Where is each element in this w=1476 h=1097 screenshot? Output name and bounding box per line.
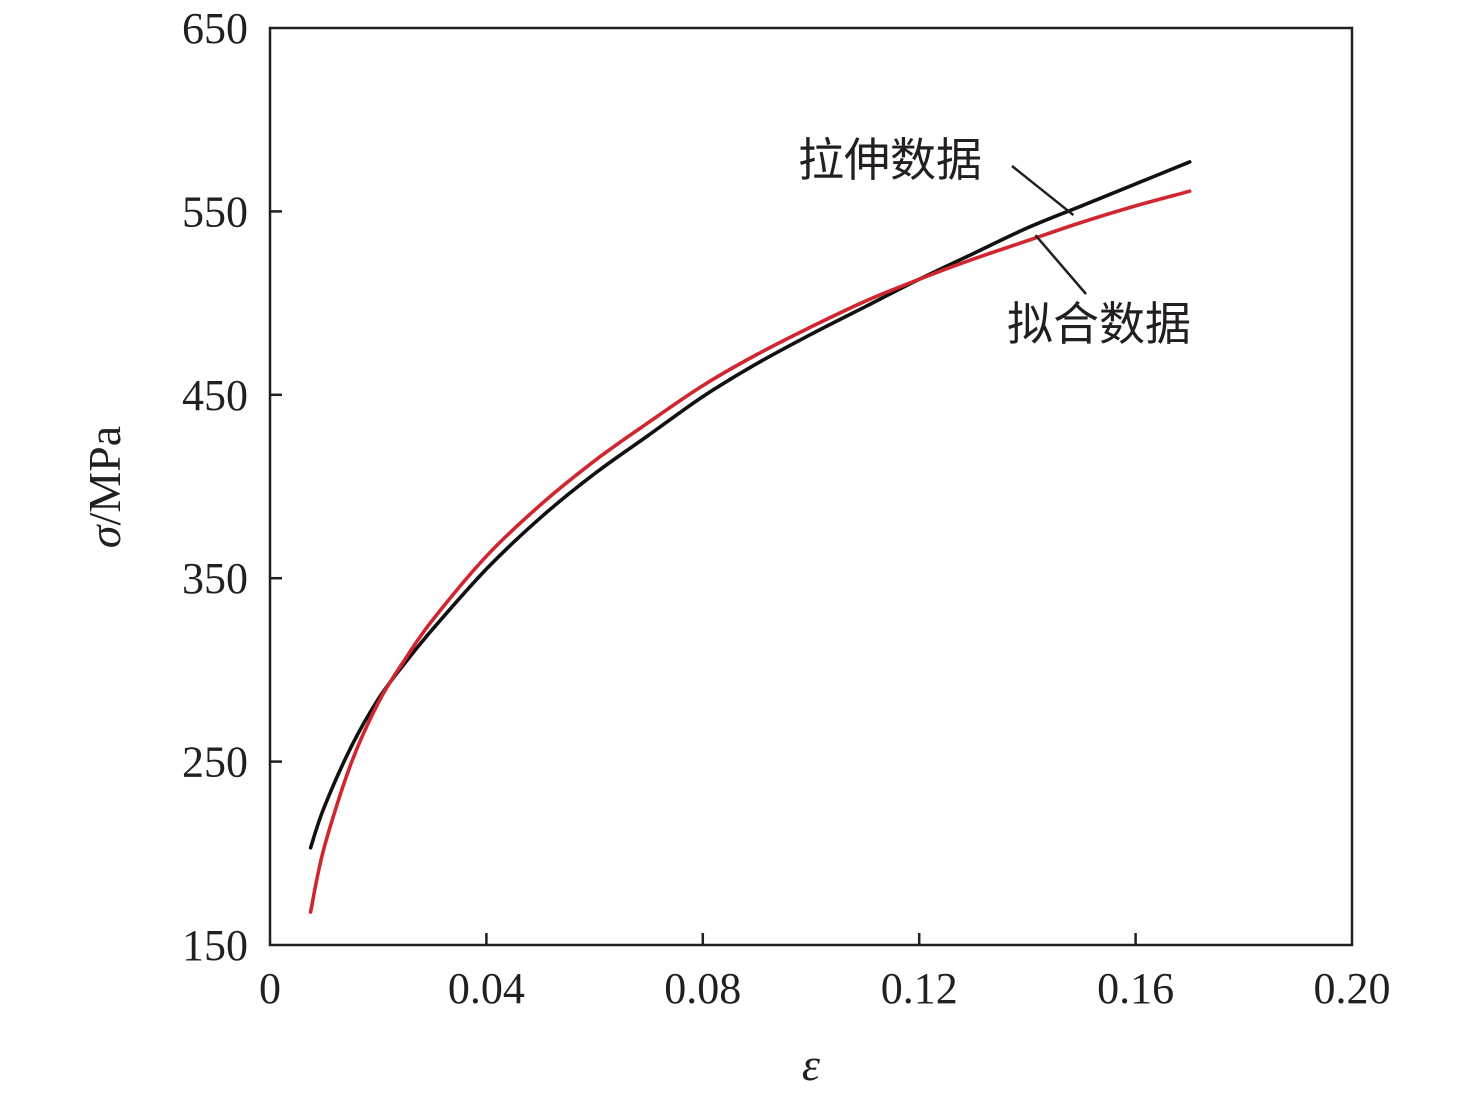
x-tick-label: 0.12: [881, 964, 958, 1013]
y-axis-label-symbol: σ: [79, 523, 130, 548]
y-tick-label: 350: [182, 554, 248, 603]
y-tick-label: 650: [182, 4, 248, 53]
annotation-leader-fit: [1034, 234, 1087, 295]
x-tick-label: 0.08: [664, 964, 741, 1013]
series-line-fit: [308, 189, 1192, 914]
annotation-leader-tensile: [1011, 165, 1075, 217]
x-tick-label: 0.20: [1314, 964, 1391, 1013]
annotation-label-fit: 拟合数据: [1007, 297, 1191, 351]
x-tick-label: 0: [259, 964, 281, 1013]
ticks-layer: 0 0.04 0.08 0.12 0.16 0.20 150 250 350 450 550 650: [182, 4, 1391, 1013]
y-tick-label: 250: [182, 738, 248, 787]
x-tick-label: 0.16: [1097, 964, 1174, 1013]
series-line-tensile: [308, 160, 1192, 850]
y-axis-label: σ/MPa: [79, 426, 130, 548]
series-layer: [308, 160, 1192, 914]
y-tick-label: 150: [182, 921, 248, 970]
x-axis-label: ε: [802, 1039, 821, 1090]
y-axis-label-unit: /MPa: [79, 426, 130, 526]
y-tick-label: 450: [182, 371, 248, 420]
plot-frame: [268, 26, 1354, 947]
annotation-label-tensile: 拉伸数据: [798, 133, 982, 187]
x-tick-label: 0.04: [448, 964, 525, 1013]
y-tick-label: 550: [182, 187, 248, 236]
